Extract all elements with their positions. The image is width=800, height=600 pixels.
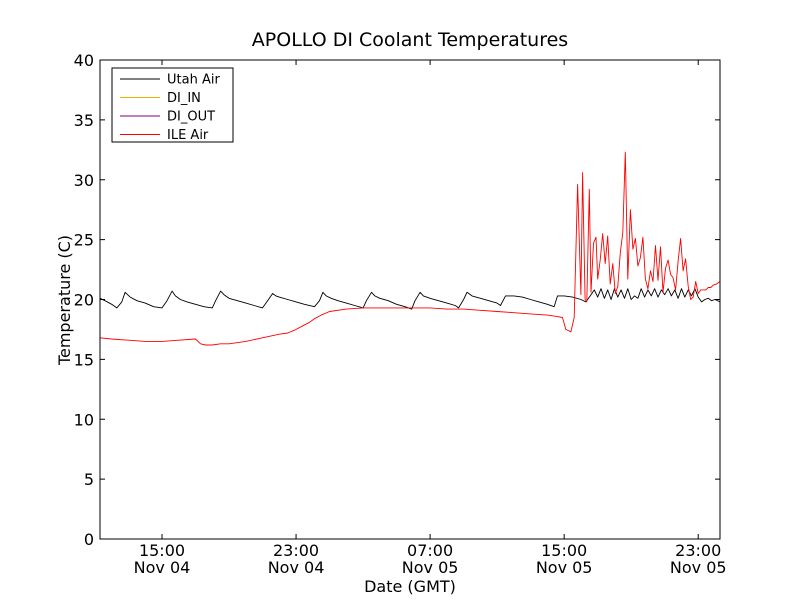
- y-axis: 0 5 10 15 20 25 30 35 40: [74, 51, 720, 549]
- x-tick-label-time: 23:00: [273, 541, 319, 560]
- y-tick-label: 25: [74, 231, 94, 250]
- y-tick-label: 15: [74, 350, 94, 369]
- y-tick-label: 10: [74, 410, 94, 429]
- x-tick-label-date: Nov 05: [670, 558, 727, 577]
- x-tick-label-date: Nov 04: [134, 558, 191, 577]
- legend-label-di-out: DI_OUT: [167, 110, 215, 125]
- legend: Utah Air DI_IN DI_OUT ILE Air: [111, 67, 234, 143]
- y-tick-label: 20: [74, 291, 94, 310]
- x-tick-label-date: Nov 05: [536, 558, 593, 577]
- y-tick-label: 35: [74, 111, 94, 130]
- legend-label-utah-air: Utah Air: [167, 73, 220, 88]
- x-tick-label-time: 15:00: [139, 541, 185, 560]
- series-line-ile-air: [99, 151, 721, 346]
- x-tick-label-date: Nov 04: [268, 558, 325, 577]
- y-tick-label: 5: [84, 470, 94, 489]
- legend-label-ile-air: ILE Air: [167, 128, 209, 143]
- y-tick-label: 40: [74, 51, 94, 70]
- x-tick-label-time: 15:00: [541, 541, 587, 560]
- series-line-utah-air: [99, 288, 721, 310]
- x-tick-label-date: Nov 05: [402, 558, 459, 577]
- x-tick-label-time: 23:00: [675, 541, 721, 560]
- series-layer: [99, 151, 721, 346]
- legend-label-di-in: DI_IN: [167, 91, 201, 106]
- x-axis-label: Date (GMT): [364, 577, 456, 596]
- legend-box: [111, 67, 234, 143]
- y-axis-label: Temperature (C): [55, 235, 74, 366]
- chart-title: APOLLO DI Coolant Temperatures: [252, 29, 568, 51]
- y-tick-label: 0: [84, 530, 94, 549]
- x-tick-label-time: 07:00: [407, 541, 453, 560]
- y-tick-label: 30: [74, 171, 94, 190]
